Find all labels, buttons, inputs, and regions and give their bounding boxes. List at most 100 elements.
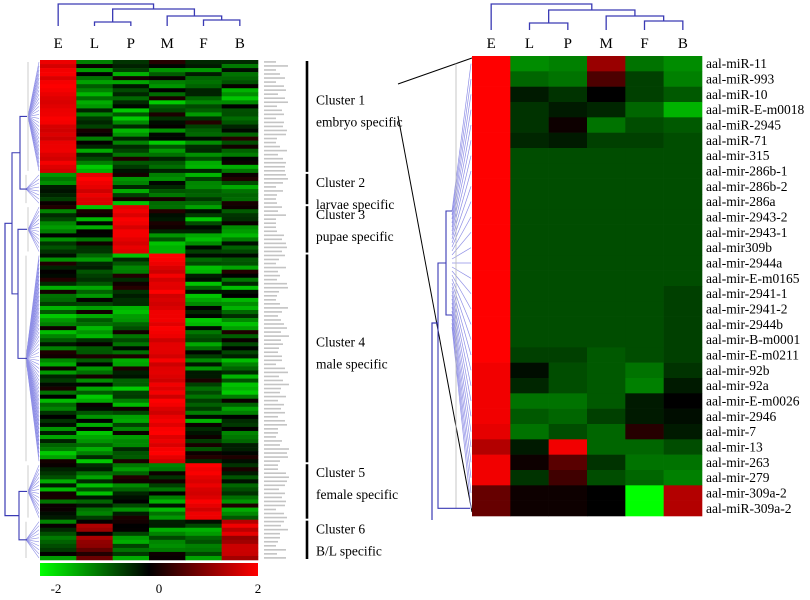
heatmap-cell (149, 152, 186, 158)
row-dendrogram-branch (25, 539, 40, 555)
heatmap-cell (185, 406, 222, 412)
heatmap-cell (625, 393, 664, 409)
heatmap-cell (40, 293, 77, 299)
heatmap-cell (472, 194, 511, 210)
heatmap-cell (149, 305, 186, 311)
heatmap-cell (221, 527, 259, 533)
heatmap-cell (149, 136, 186, 141)
heatmap-cell (112, 402, 150, 408)
row-label-mark (264, 407, 281, 410)
heatmap-cell (149, 108, 186, 113)
row-dendrogram-branch (25, 533, 40, 541)
heatmap-cell (40, 269, 77, 275)
heatmap-cell (40, 132, 77, 137)
row-label: aal-mir-315 (706, 148, 770, 163)
row-label-mark (264, 492, 285, 495)
heatmap-cell (76, 221, 113, 226)
heatmap-cell (185, 136, 222, 141)
heatmap-cell (472, 270, 511, 287)
heatmap-cell (185, 362, 222, 367)
row-label: aal-mir-13 (706, 440, 763, 455)
heatmap-cell (76, 487, 113, 492)
heatmap-cell (40, 265, 77, 270)
heatmap-cell (40, 140, 77, 145)
heatmap-cell (185, 410, 222, 416)
heatmap-cell (221, 471, 259, 476)
heatmap-cell (548, 270, 588, 287)
heatmap-cell (149, 245, 186, 250)
heatmap-cell (185, 314, 222, 319)
heatmap-cell (149, 358, 186, 363)
heatmap-cell (149, 374, 186, 379)
column-label-m: M (160, 36, 173, 52)
heatmap-cell (76, 402, 113, 408)
heatmap-cell (149, 213, 186, 218)
heatmap-cell (149, 172, 186, 178)
heatmap-cell (221, 257, 259, 262)
heatmap-cell (76, 277, 113, 283)
heatmap-cell (221, 180, 259, 186)
heatmap-cell (40, 547, 77, 553)
heatmap-cell (185, 213, 222, 218)
heatmap-cell (185, 225, 222, 230)
row-label-mark (264, 528, 288, 531)
heatmap-cell (40, 543, 77, 549)
heatmap-cell (149, 132, 186, 137)
row-label-mark (264, 319, 281, 321)
heatmap-cell (76, 164, 113, 170)
heatmap-cell (112, 92, 150, 97)
heatmap-cell (40, 213, 77, 218)
heatmap-cell (221, 398, 259, 404)
heatmap-cell (221, 463, 259, 468)
heatmap-cell (149, 88, 186, 93)
heatmap-cell (40, 330, 77, 335)
heatmap-cell (221, 64, 259, 69)
heatmap-cell (112, 414, 150, 420)
heatmap-cell (221, 447, 259, 452)
row-label-mark (264, 367, 285, 370)
heatmap-cell (185, 414, 222, 420)
heatmap-cell (112, 479, 150, 484)
heatmap-cell (149, 84, 186, 89)
heatmap-cell (221, 426, 259, 432)
row-label: aal-mir-2944b (706, 317, 783, 332)
heatmap-cell (663, 163, 703, 179)
heatmap-cell (185, 547, 222, 553)
row-label-mark (264, 226, 276, 229)
heatmap-cell (40, 144, 77, 150)
row-label-mark (264, 153, 278, 156)
heatmap-cell (149, 168, 186, 174)
heatmap-cell (472, 408, 511, 425)
heatmap-cell (76, 120, 113, 125)
heatmap-cell (112, 116, 150, 121)
row-label: aal-mir-2941-2 (706, 302, 787, 317)
heatmap-cell (112, 80, 150, 85)
right-column-dendrogram (490, 3, 684, 30)
row-label-mark (264, 178, 288, 180)
heatmap-cell (185, 209, 222, 214)
heatmap-cell (40, 519, 77, 525)
heatmap-cell (76, 426, 113, 432)
heatmap-cell (185, 221, 222, 226)
heatmap-cell (112, 273, 150, 279)
heatmap-cell (40, 229, 77, 234)
heatmap-cell (625, 454, 664, 471)
heatmap-cell (185, 80, 222, 85)
heatmap-cell (221, 443, 259, 448)
heatmap-cell (76, 374, 113, 379)
row-dendrogram-branch (27, 116, 40, 127)
heatmap-cell (149, 443, 186, 448)
heatmap-cell (149, 318, 186, 323)
heatmap-cell (40, 354, 77, 359)
heatmap-cell (76, 197, 113, 202)
heatmap-cell (185, 281, 222, 287)
heatmap-cell (472, 224, 511, 241)
heatmap-cell (185, 479, 222, 484)
heatmap-cell (76, 378, 113, 383)
heatmap-cell (149, 197, 186, 202)
heatmap-cell (149, 72, 186, 77)
row-dendrogram-branch (27, 211, 40, 230)
heatmap-cell (221, 503, 259, 508)
heatmap-cell (221, 193, 259, 198)
